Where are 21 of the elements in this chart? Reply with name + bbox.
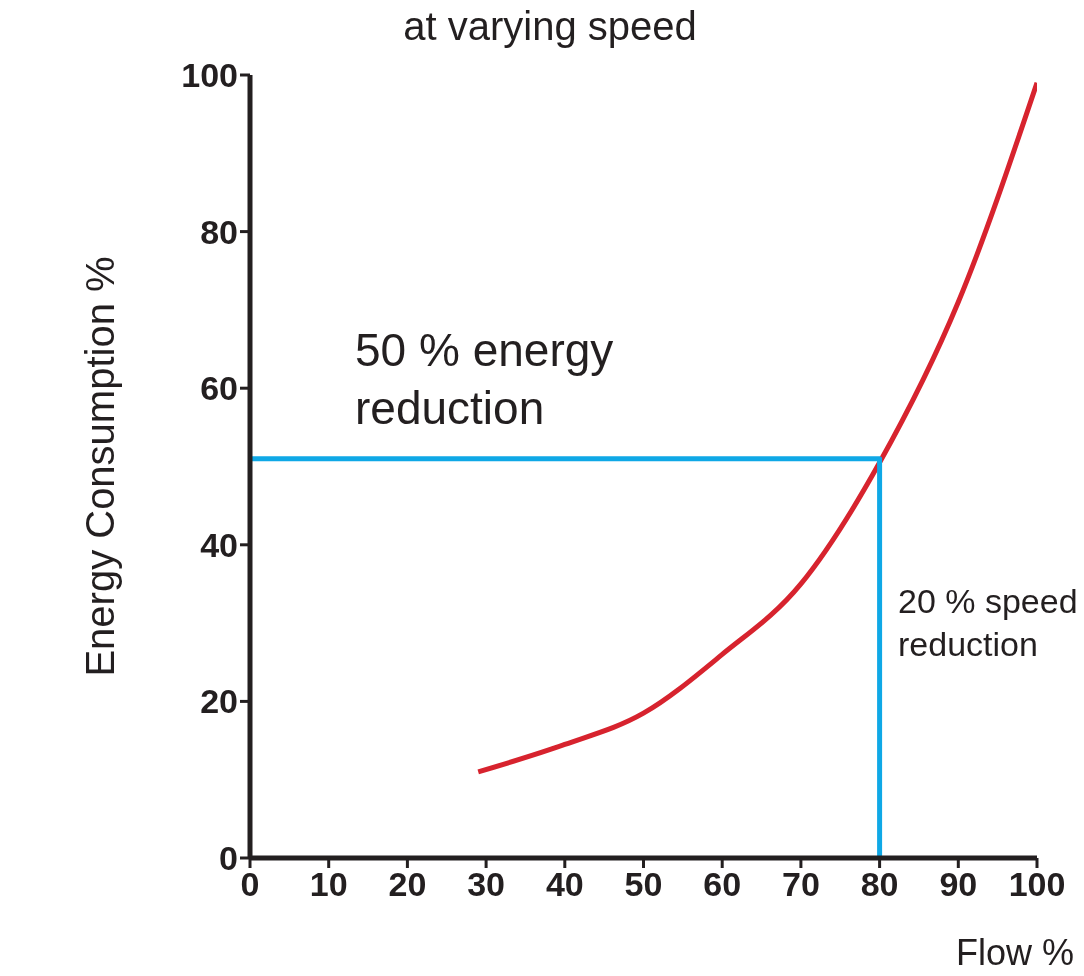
annotation: 20 % speed reduction [898, 581, 1079, 665]
y-tick-label: 80 [200, 212, 238, 251]
y-tick-label: 60 [200, 369, 238, 408]
x-tick-label: 60 [703, 865, 742, 904]
x-tick-label: 50 [624, 865, 663, 904]
chart-title: at varying speed [402, 4, 698, 49]
y-tick-label: 100 [181, 56, 238, 95]
y-tick-label: 40 [200, 525, 238, 564]
x-tick-label: 40 [545, 865, 584, 904]
x-tick-label: 100 [1008, 865, 1066, 904]
y-tick-label: 20 [200, 682, 238, 721]
annotation: 50 % energy reduction [355, 323, 615, 436]
x-tick-label: 30 [467, 865, 506, 904]
x-tick-label: 70 [781, 865, 820, 904]
x-tick-label: 80 [860, 865, 899, 904]
y-tick-label: 0 [219, 839, 238, 878]
x-tick-label: 10 [309, 865, 348, 904]
x-axis-title: Flow % [955, 932, 1074, 974]
y-axis-title: Energy Consumption % [78, 256, 123, 677]
x-tick-label: 20 [388, 865, 427, 904]
x-tick-label: 90 [939, 865, 978, 904]
